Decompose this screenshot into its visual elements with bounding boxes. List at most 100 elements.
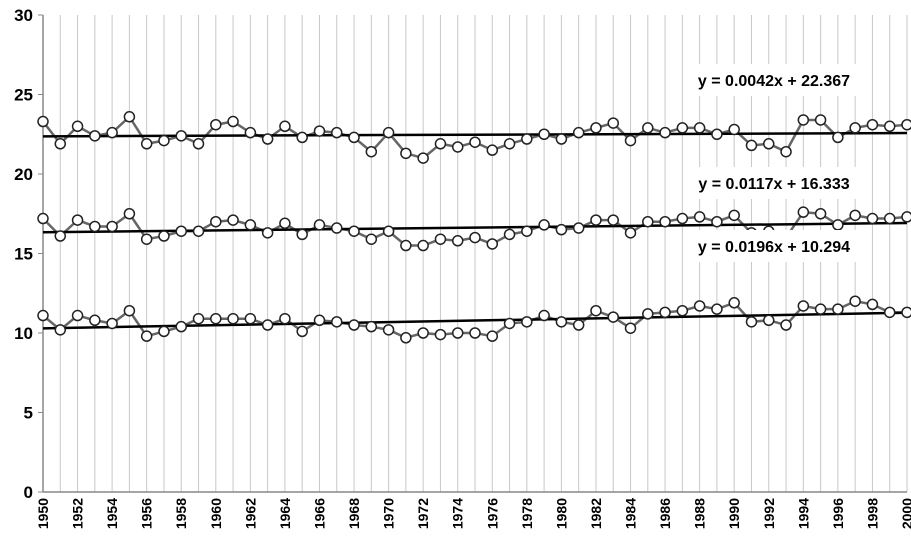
data-point: [192, 312, 205, 325]
y-tick-label: 20: [14, 165, 33, 184]
data-point: [624, 134, 637, 147]
data-point: [521, 316, 533, 328]
data-point: [728, 297, 740, 309]
vertical-gridlines: [42, 15, 908, 492]
data-point: [745, 316, 758, 328]
data-point: [642, 122, 654, 134]
data-point: [832, 131, 844, 144]
data-point: [296, 325, 308, 338]
x-tick-label: 1966: [311, 498, 327, 529]
data-point: [89, 130, 101, 142]
y-tick-label: 10: [14, 324, 33, 343]
data-point: [780, 319, 792, 331]
data-point: [192, 225, 205, 237]
x-tick-label: 1994: [795, 498, 811, 529]
data-point: [866, 298, 879, 311]
x-tick-label: 1970: [381, 498, 397, 529]
data-point: [71, 309, 84, 322]
data-point: [71, 214, 84, 226]
data-points: [37, 111, 911, 344]
data-point: [261, 227, 274, 239]
data-point: [331, 316, 343, 328]
data-point: [382, 225, 395, 237]
data-point: [279, 217, 291, 230]
data-point: [451, 141, 464, 153]
data-point: [175, 320, 187, 333]
data-point: [140, 138, 153, 150]
data-point: [175, 130, 187, 142]
data-point: [711, 128, 723, 140]
y-axis-tick-labels: 0 5 10 15 20 25 30: [14, 6, 33, 502]
x-tick-label: 2000: [899, 498, 911, 529]
data-point: [849, 295, 861, 307]
data-point: [244, 312, 257, 325]
data-point: [348, 319, 360, 331]
x-axis-tick-labels: 1950 1952 1954 1956 1958 1960 1962 1964 1966 1968…: [35, 498, 911, 529]
x-tick-label: 1990: [726, 498, 742, 529]
data-point: [89, 314, 101, 327]
data-point: [745, 139, 758, 152]
x-tick-label: 1992: [761, 498, 777, 529]
y-tick-label: 25: [14, 86, 33, 105]
data-point: [140, 330, 153, 342]
data-point: [106, 317, 118, 330]
data-point: [590, 214, 602, 226]
data-point: [331, 126, 343, 139]
data-point: [106, 220, 118, 233]
data-point: [901, 211, 911, 223]
trend-equations: y = 0.0042x + 22.367 y = 0.0117x + 16.333…: [683, 64, 865, 262]
trend-equation-box-3: [683, 230, 865, 262]
data-point: [71, 120, 84, 133]
x-tick-label: 1956: [139, 498, 155, 529]
x-tick-label: 1982: [588, 498, 604, 529]
data-point: [624, 322, 637, 334]
data-point: [296, 131, 308, 144]
data-point: [538, 219, 550, 231]
data-point: [313, 314, 326, 327]
data-point: [227, 312, 239, 325]
x-tick-label: 1980: [553, 498, 569, 529]
trend-lines: [42, 131, 908, 330]
data-point: [659, 306, 671, 319]
data-point: [348, 225, 360, 237]
data-point: [158, 230, 170, 242]
trend-line-1: [42, 131, 908, 138]
data-point: [866, 118, 879, 131]
trend-equation-1: y = 0.0042x + 22.367: [698, 73, 850, 90]
data-point: [659, 215, 671, 228]
x-tick-label: 1950: [35, 498, 51, 529]
data-point: [555, 223, 568, 236]
data-point: [210, 118, 222, 131]
data-point: [763, 314, 775, 327]
data-point: [883, 212, 896, 225]
data-point: [728, 123, 740, 136]
data-point: [451, 327, 464, 339]
data-point: [382, 324, 395, 336]
x-tick-label: 1998: [864, 498, 880, 529]
x-tick-label: 1962: [242, 498, 258, 529]
trend-equation-box-2: [683, 167, 865, 199]
data-point: [763, 138, 775, 150]
data-point: [572, 319, 585, 331]
data-point: [210, 312, 222, 325]
trend-line-2: [42, 221, 908, 234]
data-point: [832, 219, 844, 231]
data-point: [400, 332, 412, 344]
data-point: [365, 320, 378, 333]
data-point: [54, 138, 67, 150]
data-point: [54, 230, 67, 242]
data-point: [244, 219, 257, 231]
x-tick-label: 1968: [346, 498, 362, 529]
x-tick-label: 1974: [450, 498, 466, 529]
data-point: [814, 114, 827, 126]
data-point: [54, 324, 67, 336]
data-point: [331, 222, 343, 234]
data-point: [434, 328, 447, 341]
data-point: [417, 239, 429, 252]
data-point: [572, 126, 585, 139]
data-point: [555, 133, 568, 145]
data-point: [365, 233, 378, 245]
data-point: [37, 115, 49, 128]
data-point: [469, 136, 481, 148]
